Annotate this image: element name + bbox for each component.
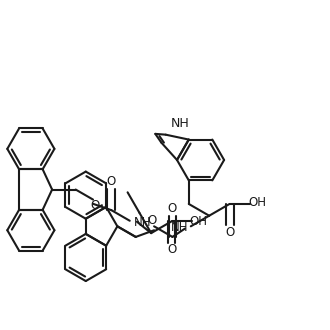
Text: OH: OH xyxy=(249,196,267,210)
Text: NH: NH xyxy=(171,221,188,234)
Text: O: O xyxy=(107,175,116,188)
Text: NH: NH xyxy=(171,117,189,130)
Text: NH: NH xyxy=(134,216,151,229)
Text: OH: OH xyxy=(190,215,208,228)
Text: O: O xyxy=(148,214,157,227)
Text: O: O xyxy=(167,243,176,256)
Text: O: O xyxy=(225,226,234,239)
Text: O: O xyxy=(90,199,99,212)
Text: O: O xyxy=(168,202,177,215)
